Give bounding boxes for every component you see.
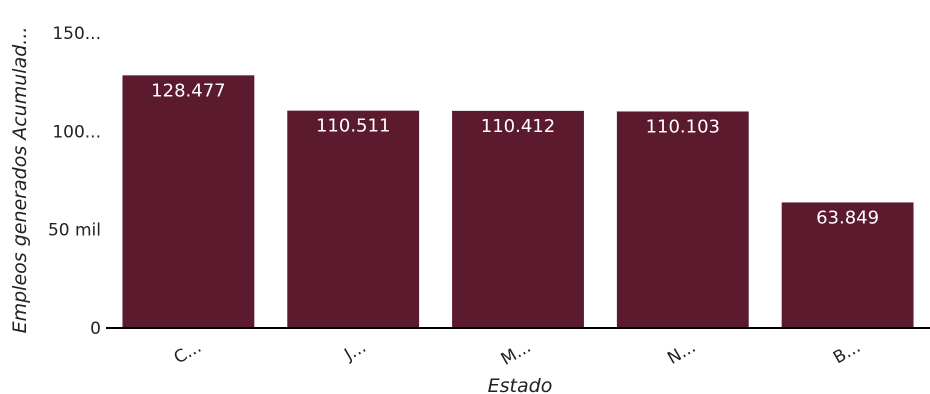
bar-data-label: 110.412 (481, 116, 555, 137)
x-tick-label: N... (664, 337, 699, 369)
x-tick-label: J... (340, 337, 369, 365)
bar-data-label: 110.103 (646, 116, 720, 137)
bar[interactable] (781, 202, 914, 328)
x-tick-label: M... (498, 337, 535, 370)
bar[interactable] (616, 111, 749, 328)
y-axis-ticks: 0 50 mil 100... 150... (48, 24, 101, 339)
y-tick-label: 0 (90, 319, 101, 339)
bar-data-label: 63.849 (816, 207, 879, 228)
x-tick-label: B... (830, 337, 864, 368)
x-tick-label: C... (171, 337, 205, 368)
y-tick-label: 100... (52, 122, 101, 142)
x-axis-title: Estado (488, 375, 553, 394)
bar-data-label: 110.511 (316, 116, 390, 137)
bar-data-label: 128.477 (151, 80, 225, 101)
x-axis-ticks: C... J... M... N... B... (171, 337, 865, 370)
y-tick-label: 50 mil (48, 221, 101, 241)
bar[interactable] (287, 110, 420, 328)
bar[interactable] (122, 75, 255, 328)
y-tick-label: 150... (52, 24, 101, 44)
bar[interactable] (452, 110, 584, 328)
y-axis-title: Empleos generados Acumulad... (9, 27, 31, 334)
bars: 128.477 110.511 110.412 110.103 63.849 (122, 75, 914, 328)
